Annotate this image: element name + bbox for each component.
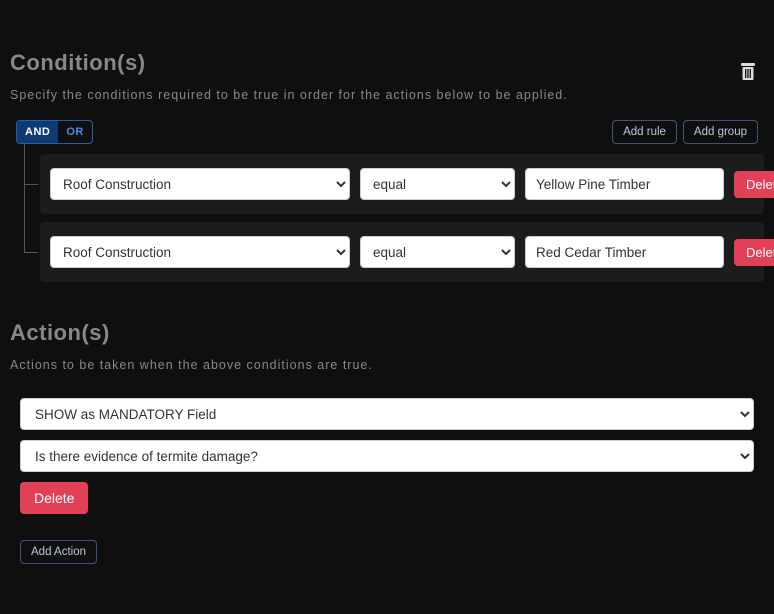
delete-rule-button[interactable]: Delete [734,239,774,266]
add-group-button[interactable]: Add group [683,120,758,144]
logic-toggle: AND OR [16,120,93,144]
rule-value-input[interactable] [525,168,724,200]
action-row: SHOW as MANDATORY Field Is there evidenc… [10,390,764,522]
rule-row: Roof Construction equal Delete [40,222,764,282]
action-type-select[interactable]: SHOW as MANDATORY Field [20,398,754,430]
delete-action-button[interactable]: Delete [20,482,88,514]
conditions-subtitle: Specify the conditions required to be tr… [10,88,764,102]
rule-builder-page: Condition(s) Specify the conditions requ… [0,0,774,574]
group-right-buttons: Add rule Add group [612,120,758,144]
actions-title: Action(s) [10,320,764,346]
rule-row: Roof Construction equal Delete [40,154,764,214]
rules-list: Roof Construction equal Delete Roof Cons… [10,154,764,282]
conditions-title: Condition(s) [10,50,146,76]
rule-field-select[interactable]: Roof Construction [50,168,350,200]
or-button[interactable]: OR [58,121,92,143]
add-action-button[interactable]: Add Action [20,540,97,564]
trash-icon[interactable] [740,63,756,81]
rule-operator-select[interactable]: equal [360,236,515,268]
action-target-select[interactable]: Is there evidence of termite damage? [20,440,754,472]
rule-value-input[interactable] [525,236,724,268]
conditions-header-row: Condition(s) [10,10,764,88]
rule-operator-select[interactable]: equal [360,168,515,200]
actions-subtitle: Actions to be taken when the above condi… [10,358,764,372]
delete-rule-button[interactable]: Delete [734,171,774,198]
rule-field-select[interactable]: Roof Construction [50,236,350,268]
add-rule-button[interactable]: Add rule [612,120,677,144]
group-controls: AND OR Add rule Add group [10,120,764,144]
and-button[interactable]: AND [17,121,58,143]
